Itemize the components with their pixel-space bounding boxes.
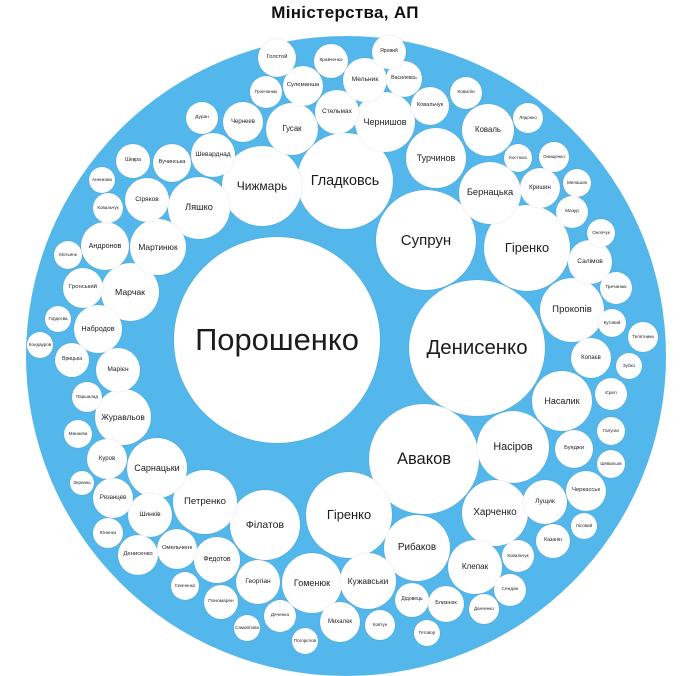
bubble[interactable]: Кравченко [314, 44, 348, 78]
bubble[interactable]: Чижмарь [222, 146, 302, 226]
bubble[interactable]: Гоменюк [282, 553, 342, 613]
bubble[interactable]: Гетовор [414, 620, 440, 646]
bubble[interactable]: Дуран [186, 102, 218, 134]
bubble[interactable]: Кутовий [598, 309, 626, 337]
bubble[interactable]: Манаєва [64, 420, 92, 448]
bubble[interactable]: Онопчук [587, 219, 615, 247]
bubble[interactable]: Мотьянк [54, 241, 82, 269]
bubble[interactable]: Чернишов [355, 92, 415, 152]
bubble[interactable]: Ковилін [450, 77, 482, 109]
bubble[interactable]: Мелашов [563, 169, 591, 197]
bubble[interactable]: Лісовий [571, 513, 597, 539]
bubble[interactable]: Сулеманша [283, 66, 323, 106]
bubble[interactable]: Єреп [595, 378, 627, 410]
bubble[interactable]: Коваль [462, 104, 514, 156]
bubble[interactable]: Філатов [230, 490, 300, 560]
bubble[interactable]: Галуган [597, 417, 625, 445]
bubble[interactable]: Денисенко [118, 535, 158, 575]
bubble[interactable]: Рязанцев [93, 478, 133, 518]
bubble[interactable]: Ковальчук [502, 540, 534, 572]
bubble[interactable]: Прокопів [540, 278, 604, 342]
bubble[interactable]: Кондауров [27, 332, 53, 358]
bubble[interactable]: Насіров [477, 411, 549, 483]
bubble[interactable]: Михалек [320, 602, 360, 642]
bubble[interactable]: Петренко [173, 470, 237, 534]
bubble[interactable]: Гронський [63, 268, 103, 308]
bubble[interactable]: Телятники [628, 322, 658, 352]
bubble[interactable]: Лущик [523, 480, 567, 524]
bubble[interactable]: Черкасськ [566, 471, 606, 511]
bubble[interactable]: Куров [87, 439, 127, 479]
bubble[interactable]: Гордєєва [45, 306, 71, 332]
bubble[interactable]: Шинків [128, 493, 172, 537]
bubble[interactable]: Журавльов [95, 389, 151, 445]
bubble[interactable]: Кришин [520, 168, 560, 208]
bubble[interactable]: Костюха [504, 144, 532, 172]
bubble[interactable]: Копаєв [571, 338, 611, 378]
bubble[interactable]: Ковальчук [93, 193, 123, 223]
chart-title: Міністерства, АП [271, 3, 419, 22]
bubble[interactable]: Харченко [462, 480, 528, 546]
bubble[interactable]: Набродов [74, 305, 122, 353]
bubble[interactable]: Гречанюк [600, 272, 632, 304]
bubble[interactable]: Дідовець [395, 583, 429, 617]
bubble[interactable]: Шевальов [597, 450, 625, 478]
bubble[interactable]: Насалик [532, 371, 592, 431]
bubble[interactable]: Мартинюк [130, 219, 186, 275]
bubble[interactable]: Врицька [55, 343, 89, 377]
bubble[interactable]: Супрун [376, 190, 476, 290]
bubble[interactable]: Бернацька [459, 162, 521, 224]
bubble[interactable]: Юненко [93, 518, 123, 548]
bubble[interactable]: Зернань [70, 471, 94, 495]
bubble[interactable]: Кужавськи [340, 553, 396, 609]
bubble[interactable]: Дяченко [264, 600, 296, 632]
bubble[interactable]: Онищенко [539, 142, 569, 172]
bubble[interactable]: Пономарен [204, 585, 238, 619]
bubble[interactable]: Денисенко [409, 280, 545, 416]
bubble[interactable]: Клепак [448, 540, 502, 594]
bubble[interactable]: Грончанюк [250, 76, 282, 108]
bubble[interactable]: Аненкова [89, 167, 115, 193]
bubble[interactable]: Самойлова [234, 615, 260, 641]
bubble[interactable]: Андронов [81, 222, 129, 270]
bubble[interactable]: Турчинов [406, 128, 466, 188]
bubble[interactable]: Шеварднад [191, 133, 235, 177]
bubble[interactable]: Мазур [556, 196, 588, 228]
bubble[interactable]: Гіренко [306, 472, 392, 558]
bubble[interactable]: Яровий [372, 35, 406, 69]
bubble[interactable]: Ковальчук [411, 87, 449, 125]
bubble[interactable]: Сарнацьки [127, 438, 187, 498]
bubble[interactable]: Паршалад [72, 382, 102, 412]
bubble[interactable]: Гусак [266, 103, 318, 155]
bubble[interactable]: Шевра [116, 144, 150, 178]
bubble[interactable]: Омельченк [157, 529, 197, 569]
bubble[interactable]: Чернеев [223, 102, 263, 142]
bubble[interactable]: Сендан [494, 574, 526, 606]
bubble[interactable]: Георгіан [236, 560, 280, 604]
bubble[interactable]: Порошенко [174, 237, 380, 443]
bubble[interactable]: Погорєлов [292, 628, 318, 654]
bubble[interactable]: Вучинська [153, 144, 191, 182]
bubble[interactable]: Марієн [96, 348, 140, 392]
bubble[interactable]: Голстой [258, 39, 296, 77]
bubble[interactable]: Рибаков [384, 515, 450, 581]
bubble[interactable]: Сіряков [125, 178, 169, 222]
bubble[interactable]: Данченко [469, 594, 499, 624]
bubble[interactable]: Ковтун [365, 610, 395, 640]
bubble[interactable]: Зубко [616, 353, 642, 379]
bubble[interactable]: Федотов [194, 537, 240, 583]
bubble[interactable]: Семченко [171, 572, 199, 600]
bubble[interactable]: Близнюк [428, 586, 464, 622]
bubble[interactable]: Лядонко [513, 103, 543, 133]
bubble[interactable]: Казанін [536, 524, 570, 558]
bubble[interactable]: Буяджи [555, 430, 593, 468]
